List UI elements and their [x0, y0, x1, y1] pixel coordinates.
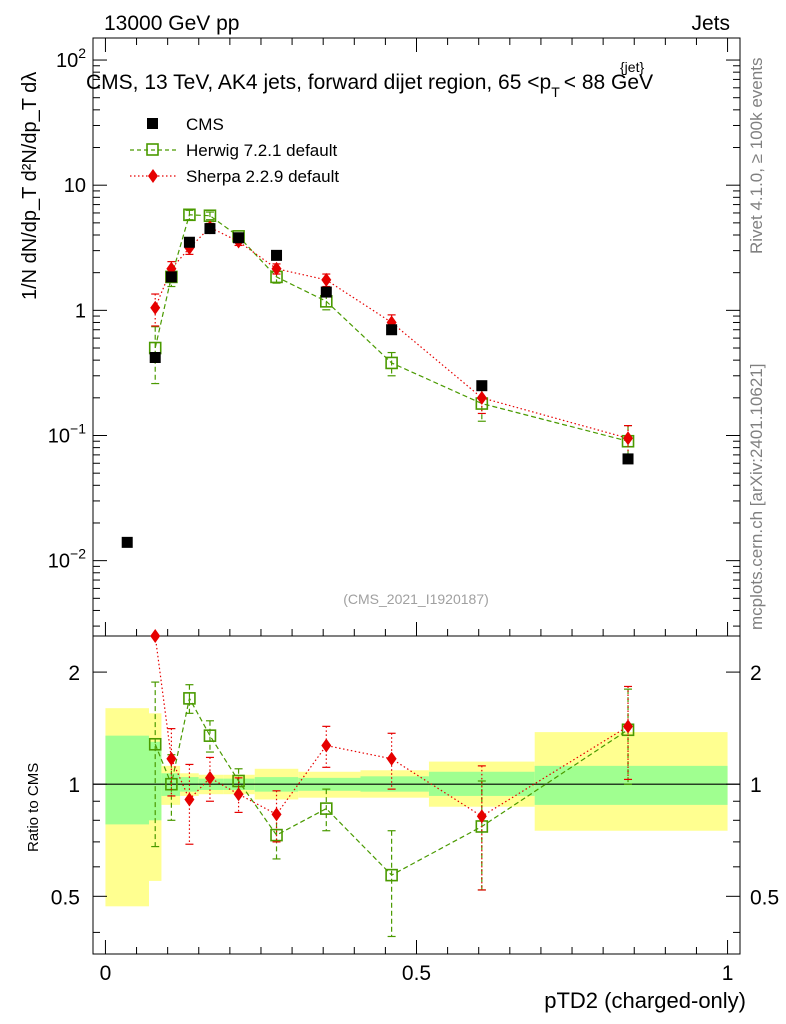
- tick-exponent: −2: [70, 546, 86, 562]
- ratio-herwig-line: [154, 696, 629, 876]
- tick-exponent: −1: [70, 420, 86, 436]
- ratio-sherpa-point: [184, 792, 195, 807]
- ratio-herwig-point: [183, 692, 196, 705]
- ratio-sherpa-point: [233, 787, 244, 802]
- x-axis-label: pTD2 (charged-only): [544, 988, 746, 1013]
- herwig-line: [154, 214, 629, 442]
- main-y-tick-label: 10−2: [48, 546, 86, 573]
- ratio-y-tick-label-right: 0.5: [750, 886, 779, 909]
- sherpa-point: [476, 390, 487, 405]
- tick-base: 10: [56, 50, 78, 72]
- ratio-band-stat: [105, 735, 149, 825]
- herwig-point: [385, 356, 398, 370]
- legend-cms-label: CMS: [186, 115, 224, 134]
- ratio-y-ticks: 0.5 0.5 1 1 2 2: [51, 662, 779, 933]
- plot-title-end: < 88 GeV: [564, 71, 653, 94]
- cms-point: [183, 236, 195, 248]
- x-tick-label: 0.5: [402, 962, 431, 985]
- ratio-sherpa-line: [154, 635, 629, 818]
- cms-point: [476, 380, 488, 392]
- ratio-herwig-point: [270, 828, 283, 842]
- ratio-herwig-point: [319, 802, 333, 815]
- ratio-sherpa-point: [623, 719, 634, 734]
- ratio-sherpa-point: [150, 629, 161, 643]
- y-axis-label-ratio: Ratio to CMS: [25, 763, 42, 852]
- legend-herwig-marker: [146, 143, 159, 156]
- sherpa-point: [150, 300, 161, 315]
- header-jets: Jets: [691, 12, 730, 35]
- plot-title-sub: T: [551, 84, 560, 100]
- ratio-y-tick-label-right: 2: [750, 662, 762, 685]
- cms-point: [386, 324, 398, 336]
- legend-sherpa-label: Sherpa 2.2.9 default: [186, 167, 339, 186]
- ratio-y-tick-label-left: 0.5: [51, 886, 80, 909]
- main-panel-content: [121, 208, 635, 548]
- cms-point: [121, 536, 133, 548]
- ratio-herwig-point: [203, 729, 217, 742]
- ratio-sherpa-point: [204, 770, 215, 785]
- cms-point: [204, 223, 216, 235]
- tick-base: 10: [48, 425, 70, 447]
- sherpa-point: [271, 261, 282, 276]
- ratio-bands: [93, 708, 740, 907]
- tick-exponent: 2: [78, 45, 86, 61]
- ratio-sherpa-point: [321, 738, 332, 753]
- x-tick-label: 0: [100, 962, 112, 985]
- main-y-tick-label: 10−1: [48, 420, 86, 447]
- herwig-point: [183, 208, 196, 222]
- ratio-sherpa-point: [476, 809, 487, 824]
- legend: CMS Herwig 7.2.1 default Sherpa 2.2.9 de…: [130, 115, 339, 186]
- ratio-sherpa-point: [271, 807, 282, 822]
- ratio-panel-content: [148, 629, 635, 938]
- sherpa-point: [321, 272, 332, 287]
- sherpa-point: [623, 431, 634, 446]
- header-energy: 13000 GeV pp: [104, 12, 239, 35]
- ratio-sherpa-point: [166, 751, 177, 766]
- x-axis-ticks: 0 0.5 1: [100, 38, 734, 985]
- main-y-tick-label: 1: [75, 300, 86, 322]
- legend-herwig-label: Herwig 7.2.1 default: [186, 141, 337, 160]
- cms-point: [233, 232, 245, 244]
- sherpa-line: [154, 226, 629, 439]
- cms-point: [320, 286, 332, 298]
- ratio-y-tick-label-left: 1: [68, 774, 80, 797]
- ratio-sherpa-point: [386, 751, 397, 766]
- mcplots-label: mcplots.cern.ch [arXiv:2401.10621]: [747, 364, 766, 630]
- main-y-tick-label: 10: [64, 175, 86, 197]
- y-axis-label-main: 1/N dN/dp_T d²N/dp_T dλ: [19, 72, 41, 300]
- cms-point: [271, 249, 283, 261]
- rivet-label: Rivet 4.1.0, ≥ 100k events: [747, 58, 766, 254]
- ratio-band-stat: [534, 765, 728, 805]
- analysis-id: (CMS_2021_I1920187): [343, 591, 489, 607]
- plot-title-sup: {jet}: [620, 59, 644, 75]
- plot-title: CMS, 13 TeV, AK4 jets, forward dijet reg…: [86, 71, 653, 100]
- main-y-tick-label: 102: [56, 45, 86, 72]
- cms-point: [622, 453, 634, 465]
- cms-point: [165, 271, 177, 283]
- ratio-herwig-point: [385, 868, 398, 882]
- legend-sherpa-marker: [148, 169, 158, 183]
- ratio-y-tick-label-left: 2: [68, 662, 80, 685]
- cms-point: [149, 351, 161, 363]
- plot-title-main: CMS, 13 TeV, AK4 jets, forward dijet reg…: [86, 71, 551, 94]
- ratio-y-tick-label-right: 1: [750, 774, 762, 797]
- tick-base: 10: [48, 551, 70, 573]
- legend-cms-marker: [147, 118, 158, 129]
- x-tick-label: 1: [722, 962, 734, 985]
- ratio-herwig-point: [148, 737, 162, 751]
